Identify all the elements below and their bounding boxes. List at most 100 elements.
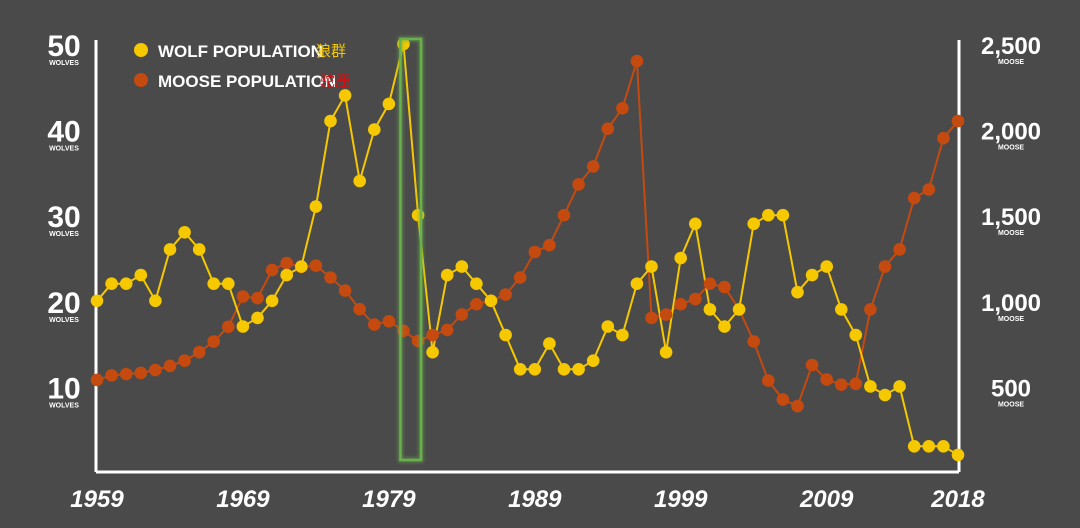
x-tick-label: 2009 [799,486,854,513]
wolf-data-point [747,217,760,231]
moose-data-point [207,335,220,348]
wolf-data-point [543,337,556,350]
moose-data-point [601,122,615,135]
moose-data-point [630,54,644,68]
wolf-data-point [878,388,892,402]
axes [94,40,961,474]
moose-data-point [470,297,483,311]
moose-data-point [513,271,527,284]
moose-data-point [134,366,148,380]
wolf-data-point [440,268,454,282]
left-tick-label: 50 [47,30,80,63]
wolf-data-point [776,208,790,222]
wolf-data-point [324,114,337,128]
left-tick-unit: WOLVES [49,60,79,67]
right-tick-label: 500 [991,375,1031,402]
moose-data-point [893,243,906,256]
moose-data-point [586,160,600,173]
wolf-data-point [659,345,673,359]
wolf-data-point [820,260,833,273]
wolf-data-point [893,380,906,393]
moose-data-point [324,271,337,284]
wolf-data-point [586,354,600,368]
wolf-data-point [236,320,250,333]
moose-data-point [864,303,877,316]
moose-data-point [265,263,279,277]
moose-data-point [689,292,702,306]
wolf-data-point [134,268,148,282]
moose-data-point [907,191,921,205]
right-tick-label: 2,000 [981,119,1041,146]
wolf-data-point [835,303,848,316]
wolf-data-point [937,440,950,453]
moose-data-point [426,328,439,342]
moose-data-point [382,315,396,328]
wolf-data-point [222,277,235,291]
x-tick-label: 1999 [654,486,708,513]
wolf-data-point [426,345,439,359]
left-tick-label: 10 [47,372,80,405]
wolf-data-point [149,294,162,308]
moose-data-point [674,297,687,311]
legend-wolf-label: WOLF POPULATION [158,42,323,61]
wolf-data-point [382,97,396,111]
wolf-data-point [207,277,220,291]
moose-data-point [762,374,775,387]
moose-data-point [105,369,118,382]
moose-data-point [703,277,717,291]
wolf-data-point [528,363,542,376]
wolf-data-point [630,277,644,291]
left-tick-label: 30 [47,201,80,234]
moose-data-point [236,290,250,303]
right-tick-label: 1,000 [981,290,1041,317]
wolf-data-point [951,448,965,462]
left-tick-label: 20 [47,287,80,320]
right-tick-unit: MOOSE [998,59,1024,66]
x-tick-label: 1959 [70,486,124,513]
moose-data-point [178,354,191,368]
wolf-data-point [689,217,702,231]
wolf-data-point [572,363,585,376]
legend-moose-cn-label: 驼鹿 [320,72,350,90]
left-tick-unit: WOLVES [49,231,79,238]
moose-data-point [251,291,264,305]
moose-data-point [820,373,833,386]
wolf-data-point [907,440,921,453]
moose-data-point [718,280,731,294]
moose-data-point [222,320,235,334]
left-tick-unit: WOLVES [49,317,79,324]
series-points [90,37,965,462]
wolf-data-point [513,363,527,376]
x-tick-label: 1969 [216,486,270,513]
legend-moose-label: MOOSE POPULATION [158,72,336,91]
moose-data-point [747,335,760,348]
moose-data-point [353,302,367,316]
moose-data-point [368,318,381,331]
moose-data-point [309,259,323,273]
wolf-data-point [280,268,294,282]
wolf-data-point [849,328,863,342]
wolf-data-point [251,311,264,325]
wolf-data-point [309,200,323,213]
left-tick-label: 40 [47,116,80,149]
moose-data-point [528,245,542,259]
legend-moose-marker [134,73,148,87]
wolf-data-point [105,277,118,291]
moose-data-point [791,399,804,413]
moose-data-point [149,363,162,377]
right-tick-unit: MOOSE [998,401,1024,408]
moose-data-point [543,238,556,252]
series-lines [96,43,959,456]
moose-data-point [557,208,571,222]
right-axis-ticks: 2,500MOOSE2,000MOOSE1,500MOOSE1,000MOOSE… [981,33,1041,408]
moose-data-point [119,367,133,381]
moose-data-point [849,377,863,391]
wolf-data-point [192,243,206,256]
wolf-data-point [718,320,731,333]
moose-data-point [951,114,965,128]
moose-data-point [835,378,848,392]
wolf-data-point [864,380,877,393]
x-axis-ticks: 1959 1969 1979 1989 1999 2009 2018 [70,486,985,513]
x-tick-label: 2018 [930,486,985,513]
